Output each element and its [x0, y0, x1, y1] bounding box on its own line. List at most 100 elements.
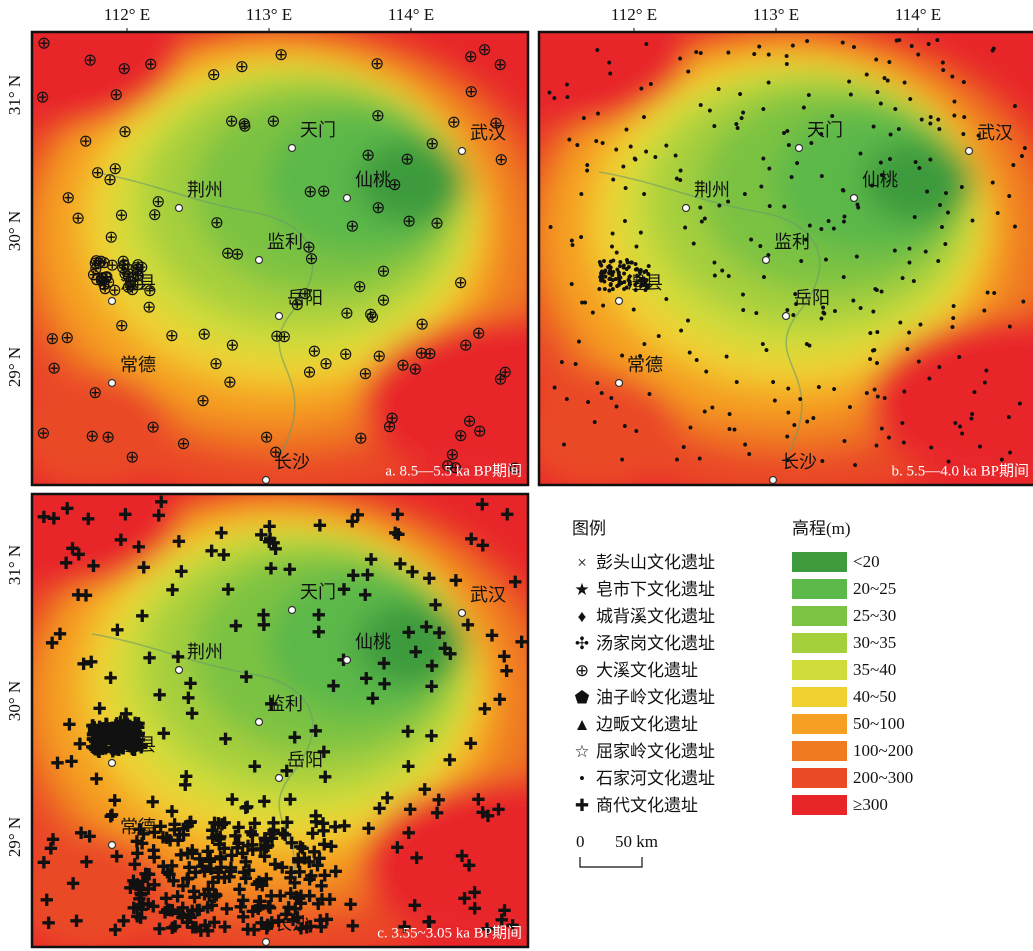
site-marker: ✚ [312, 623, 326, 642]
city-marker [459, 610, 466, 617]
elevation-label: <20 [853, 552, 880, 571]
legend-item: 油子岭文化遗址 [596, 688, 715, 707]
site-marker: • [742, 185, 748, 204]
elevation-swatch [792, 579, 847, 599]
site-marker: • [916, 353, 922, 372]
site-marker: • [784, 428, 790, 447]
city-label: 澧县 [627, 273, 663, 293]
site-marker: • [697, 450, 703, 469]
site-marker: • [682, 219, 688, 238]
site-marker: ✚ [89, 770, 103, 789]
city-label: 武汉 [470, 123, 506, 143]
site-marker: ⊕ [47, 359, 61, 378]
site-marker: ✚ [393, 555, 407, 574]
site-marker: • [870, 302, 876, 321]
site-marker: ✚ [239, 799, 253, 818]
site-marker: ✚ [500, 506, 514, 525]
city-label: 监利 [267, 232, 303, 252]
site-marker: ✚ [179, 768, 193, 787]
site-marker: • [842, 208, 848, 227]
site-marker: • [766, 159, 772, 178]
site-marker: ✚ [346, 917, 360, 936]
site-marker: ✚ [462, 857, 476, 876]
site-marker: ✚ [171, 648, 185, 667]
city-marker [256, 257, 263, 264]
site-marker: • [641, 185, 647, 204]
site-marker: • [647, 385, 653, 404]
site-marker: ⊕ [165, 326, 179, 345]
site-marker: ✚ [133, 909, 147, 928]
site-marker: ⊕ [371, 198, 385, 217]
site-marker: ✚ [146, 793, 160, 812]
site-marker: • [928, 439, 934, 458]
longitude-label: 113° E [753, 5, 799, 24]
site-marker: ✚ [266, 534, 280, 553]
site-marker: ✚ [152, 920, 166, 939]
site-marker: • [1006, 187, 1012, 206]
site-marker: ✚ [309, 722, 323, 741]
site-marker: ✚ [142, 649, 156, 668]
site-marker: ✚ [114, 531, 128, 550]
elevation-swatch [792, 633, 847, 653]
city-marker [616, 298, 623, 305]
site-marker: ✚ [50, 754, 64, 773]
site-marker: ✚ [220, 900, 234, 919]
site-marker: ✚ [152, 686, 166, 705]
legend-item: 石家河文化遗址 [596, 769, 715, 788]
site-marker: • [584, 156, 590, 175]
site-marker: • [760, 335, 766, 354]
site-marker: ✚ [402, 824, 416, 843]
site-marker: • [594, 374, 600, 393]
scale-label: 50 km [615, 832, 658, 851]
site-marker: ✚ [288, 874, 302, 893]
site-marker: • [652, 148, 658, 167]
latitude-label: 30° N [5, 681, 24, 721]
site-marker: ✚ [74, 824, 88, 843]
site-marker: • [770, 373, 776, 392]
site-marker: ✚ [218, 918, 232, 937]
elevation-swatch [792, 687, 847, 707]
city-label: 荆州 [187, 642, 223, 662]
site-marker: • [871, 341, 877, 360]
site-marker: • [858, 144, 864, 163]
site-marker: • [819, 452, 825, 471]
site-marker: • [952, 414, 958, 433]
site-marker: ✚ [79, 853, 93, 872]
site-marker: • [564, 390, 570, 409]
city-marker [796, 145, 803, 152]
site-marker: ✚ [41, 914, 55, 933]
site-marker: ✚ [105, 806, 119, 825]
site-marker: • [740, 104, 746, 123]
site-marker: • [918, 315, 924, 334]
site-marker: ✚ [172, 904, 186, 923]
site-marker: • [888, 126, 894, 145]
site-marker: ✚ [403, 801, 417, 820]
city-marker [289, 607, 296, 614]
site-marker: • [841, 268, 847, 287]
site-marker: ✚ [317, 835, 331, 854]
site-marker: ⊕ [464, 47, 478, 66]
site-marker: • [1012, 217, 1018, 236]
site-marker: ✚ [131, 714, 145, 733]
symbol: ✚ [575, 796, 589, 815]
elevation-swatch [792, 660, 847, 680]
site-marker: • [790, 306, 796, 325]
site-marker: ✚ [361, 820, 375, 839]
site-marker: ⊕ [302, 363, 316, 382]
site-marker: • [926, 370, 932, 389]
site-marker: • [942, 235, 948, 254]
elevation-label: 35~40 [853, 660, 896, 679]
city-marker [276, 313, 283, 320]
figure: 图例 × ★ ♦ ✣ ⊕ ⬟ ▲ ☆ • ✚ 0 50 km 高程(m) 彭头山… [0, 0, 1033, 951]
site-marker: • [620, 158, 626, 177]
city-label: 荆州 [694, 180, 730, 200]
site-marker: • [926, 35, 932, 54]
site-marker: ✚ [225, 790, 239, 809]
latitude-label: 30° N [5, 211, 24, 251]
site-marker: ✚ [283, 790, 297, 809]
legend-item: 城背溪文化遗址 [596, 607, 715, 626]
site-marker: ✚ [380, 789, 394, 808]
site-marker: ✚ [388, 524, 402, 543]
site-marker: ⊕ [376, 261, 390, 280]
site-marker: • [742, 436, 748, 455]
